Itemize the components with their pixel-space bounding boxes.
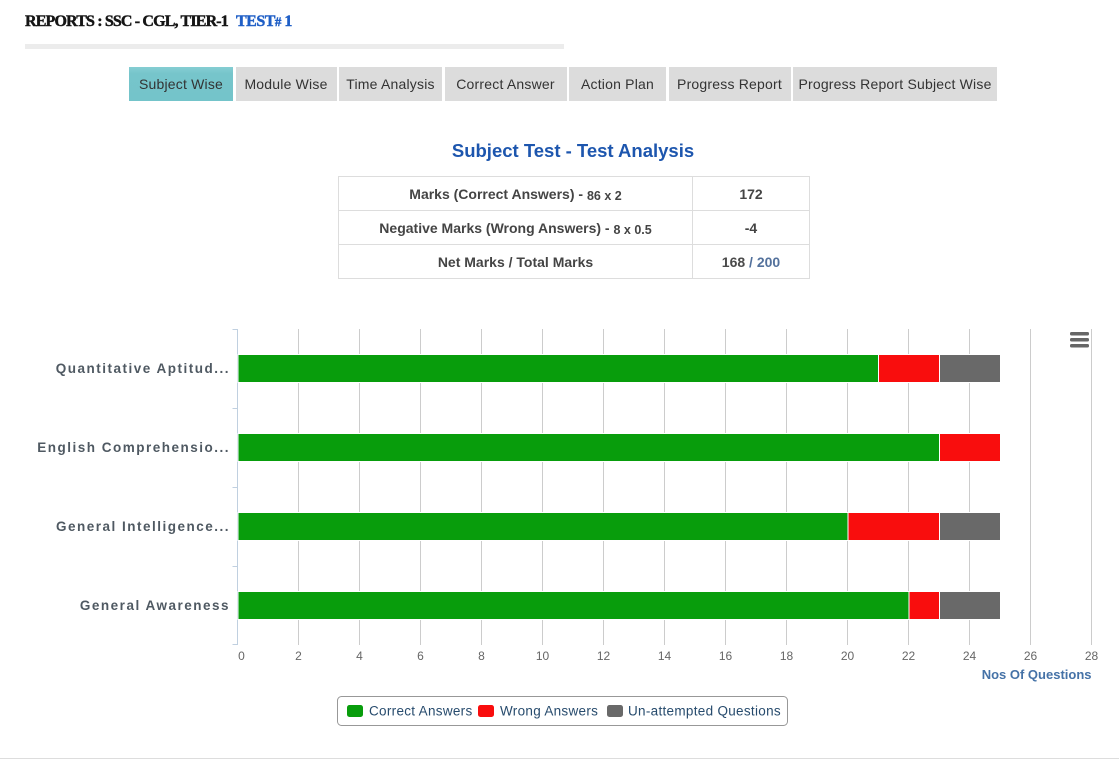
svg-text:8: 8 bbox=[478, 649, 485, 663]
svg-text:20: 20 bbox=[841, 649, 855, 663]
svg-text:Nos Of Questions: Nos Of Questions bbox=[982, 667, 1092, 682]
svg-text:28: 28 bbox=[1085, 649, 1099, 663]
svg-text:2: 2 bbox=[295, 649, 302, 663]
svg-text:18: 18 bbox=[780, 649, 794, 663]
svg-text:Wrong Answers: Wrong Answers bbox=[500, 704, 598, 719]
svg-text:4: 4 bbox=[356, 649, 363, 663]
svg-text:12: 12 bbox=[597, 649, 611, 663]
svg-text:Quantitative Aptitud...: Quantitative Aptitud... bbox=[56, 361, 230, 376]
svg-text:General Intelligence...: General Intelligence... bbox=[56, 519, 230, 534]
svg-text:Correct Answers: Correct Answers bbox=[369, 704, 473, 719]
svg-text:22: 22 bbox=[902, 649, 916, 663]
svg-text:10: 10 bbox=[536, 649, 550, 663]
svg-text:24: 24 bbox=[963, 649, 977, 663]
svg-text:6: 6 bbox=[417, 649, 424, 663]
svg-text:14: 14 bbox=[658, 649, 672, 663]
svg-text:26: 26 bbox=[1024, 649, 1038, 663]
svg-text:General Awareness: General Awareness bbox=[80, 598, 230, 613]
svg-text:English Comprehensio...: English Comprehensio... bbox=[37, 440, 230, 455]
svg-text:0: 0 bbox=[238, 649, 245, 663]
svg-text:Un-attempted Questions: Un-attempted Questions bbox=[628, 704, 781, 719]
svg-text:16: 16 bbox=[719, 649, 733, 663]
